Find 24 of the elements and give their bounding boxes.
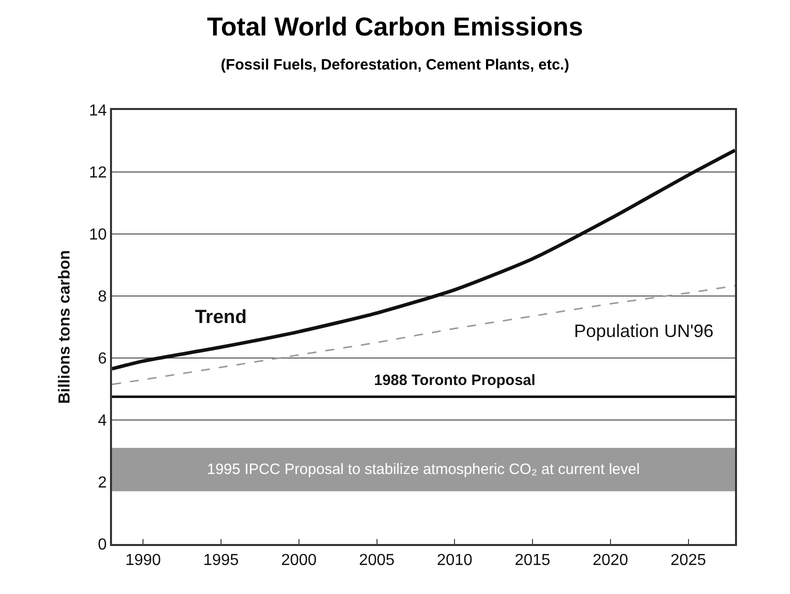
series-label: Population UN'96 xyxy=(574,321,714,341)
series-label: Trend xyxy=(195,307,247,328)
y-tick-label: 2 xyxy=(98,474,107,492)
y-axis-title: Billions tons carbon xyxy=(56,250,74,404)
y-tick-label: 8 xyxy=(98,288,107,306)
x-tick-label: 1995 xyxy=(203,552,239,570)
ref-line-label: 1988 Toronto Proposal xyxy=(374,372,536,389)
x-tick-label: 2020 xyxy=(592,552,628,570)
chart-title: Total World Carbon Emissions xyxy=(206,12,584,42)
y-tick-label: 6 xyxy=(98,350,107,368)
y-tick-label: 4 xyxy=(98,412,107,430)
x-tick-label: 2010 xyxy=(436,552,473,570)
x-tick-label: 2025 xyxy=(670,552,706,570)
line-series xyxy=(112,148,735,371)
y-tick-label: 12 xyxy=(89,164,107,182)
x-tick-label: 2005 xyxy=(358,552,395,570)
x-tick-label: 2015 xyxy=(514,552,550,570)
y-tick-label: 0 xyxy=(98,536,107,554)
x-tick-label: 1990 xyxy=(125,552,162,570)
x-tick-label: 2000 xyxy=(281,552,317,570)
chart-subtitle: (Fossil Fuels, Deforestation, Cement Plants, etc.) xyxy=(220,56,570,74)
band-label: 1995 IPCC Proposal to stabilize atmospheric CO₂ at current level xyxy=(207,461,640,478)
y-tick-label: 14 xyxy=(89,102,107,120)
y-tick-label: 10 xyxy=(89,226,107,244)
